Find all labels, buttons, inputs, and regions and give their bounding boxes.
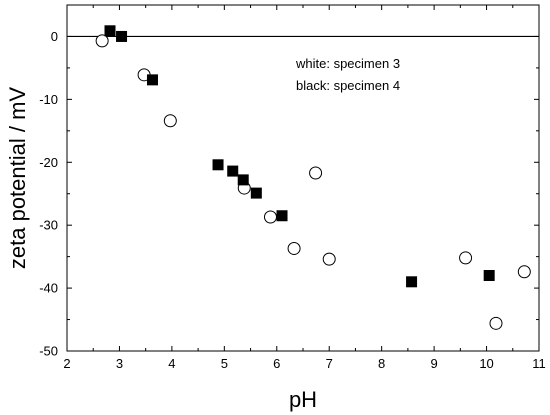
x-tick-label: 8 [378, 356, 385, 371]
legend-line-black: black: specimen 4 [296, 78, 400, 93]
filled-square-marker [237, 174, 249, 186]
y-tick-label: -30 [39, 218, 58, 233]
filled-square-marker [483, 270, 495, 282]
filled-square-marker [406, 276, 418, 288]
y-tick-label: -10 [39, 92, 58, 107]
x-tick-label: 9 [430, 356, 437, 371]
open-circle-marker [263, 210, 277, 224]
filled-square-marker [250, 187, 262, 199]
y-axis-label: zeta potential / mV [5, 87, 30, 270]
x-tick-label: 10 [479, 356, 493, 371]
y-tick-label: 0 [51, 29, 58, 44]
x-tick-label: 7 [326, 356, 333, 371]
y-axis-ticks: 0 -10 -20 -30 -40 -50 [39, 4, 539, 359]
open-circle-marker [459, 251, 473, 265]
y-tick-label: -40 [39, 281, 58, 296]
open-circle-marker [322, 252, 336, 266]
filled-square-marker [116, 30, 128, 42]
filled-square-marker [212, 159, 224, 171]
open-circle-marker [309, 166, 323, 180]
open-circle-marker [287, 241, 301, 255]
filled-square-marker [104, 25, 116, 37]
y-tick-label: -20 [39, 155, 58, 170]
open-circle-marker [95, 34, 109, 48]
legend-line-white: white: specimen 3 [295, 56, 400, 71]
filled-square-marker [227, 165, 239, 177]
x-tick-label: 3 [116, 356, 123, 371]
open-circle-marker [163, 114, 177, 128]
filled-square-marker [276, 210, 288, 222]
open-circle-marker [517, 265, 531, 279]
x-tick-label: 2 [63, 356, 70, 371]
x-tick-label: 4 [168, 356, 175, 371]
data-markers [95, 25, 531, 330]
x-tick-label: 6 [273, 356, 280, 371]
filled-square-marker [146, 74, 158, 86]
x-tick-label: 5 [221, 356, 228, 371]
x-tick-label: 11 [532, 356, 546, 371]
x-axis-label: pH [289, 387, 317, 412]
x-axis-ticks: 2 3 4 5 6 7 8 9 10 11 [63, 5, 546, 371]
y-tick-label: -50 [39, 344, 58, 359]
open-circle-marker [489, 316, 503, 330]
